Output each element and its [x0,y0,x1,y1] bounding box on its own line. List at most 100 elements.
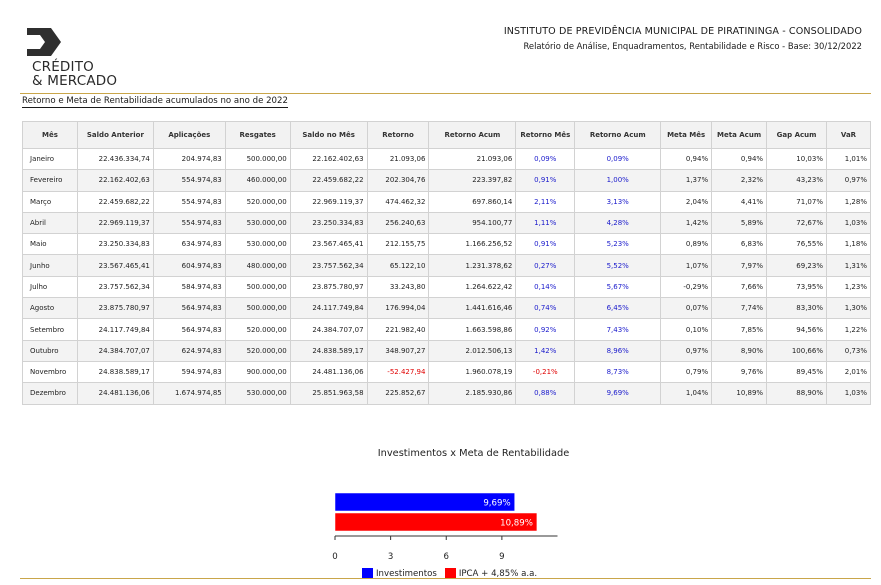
table-cell: 2,32% [711,169,768,192]
table-cell: 500.000,00 [224,297,291,320]
col-header: Gap Acum [766,121,827,149]
table-cell: 0,88% [515,382,576,405]
table-cell: 8,96% [574,339,662,362]
table-cell: 7,74% [711,297,768,320]
col-header: Retorno Acum [428,121,517,149]
table-cell: 0,97% [826,169,871,192]
table-cell: 22.162.402,63 [76,169,154,192]
col-header: Meta Mês [660,121,713,149]
table-cell: 624.974,83 [152,339,226,362]
table-cell: 88,90% [766,382,827,405]
col-header: Saldo no Mês [289,121,368,149]
table-cell: 554.974,83 [152,211,226,235]
table-cell: 1,04% [660,382,713,405]
table-cell: 22.969.119,37 [76,211,154,235]
chart-title: Investimentos x Meta de Rentabilidade [0,448,881,459]
table-cell: 1.231.378,62 [428,254,517,277]
institution-title: INSTITUTO DE PREVIDÊNCIA MUNICIPAL DE PI… [503,26,862,37]
table-cell: 5,52% [574,254,662,277]
table-cell: Janeiro [22,147,78,171]
table-cell: 25.851.963,58 [289,382,368,405]
bar-1 [334,512,538,532]
table-cell: 530.000,00 [224,211,291,235]
report-subtitle: Relatório de Análise, Enquadramentos, Re… [523,41,862,51]
table-cell: 0,74% [515,297,576,320]
table-body: Janeiro 22.436.334,74 204.974,83 500.000,00… [22,147,871,405]
table-cell: 0,97% [660,339,713,362]
table-cell: 23.567.465,41 [289,233,368,256]
table-cell: 6,83% [711,233,768,256]
table-cell: 1.674.974,85 [152,382,226,405]
col-header: Aplicações [152,121,226,149]
table-row: Junho 23.567.465,41 604.974,83 480.000,00 23… [22,254,871,277]
table-cell: Abril [22,211,78,235]
table-cell: 24.481.136,06 [76,382,154,405]
x-tick-label: 9 [499,552,504,562]
x-tick-label: 3 [388,552,393,562]
logo-mark-icon [27,28,61,56]
table-cell: 1,42% [660,211,713,235]
table-cell: 7,66% [711,275,768,299]
table-cell: 24.838.589,17 [76,360,154,384]
table-cell: 7,97% [711,254,768,277]
table-cell: 564.974,83 [152,297,226,320]
table-cell: 460.000,00 [224,169,291,192]
table-cell: 1,07% [660,254,713,277]
table-cell: 480.000,00 [224,254,291,277]
table-cell: 1,31% [826,254,871,277]
col-header: Meta Acum [711,121,768,149]
legend-swatch [362,568,373,579]
section-title: Retorno e Meta de Rentabilidade acumulad… [22,96,288,108]
table-cell: 9,69% [574,382,662,405]
footer-divider [20,578,871,579]
table-cell: 72,67% [766,211,827,235]
table-cell: 100,66% [766,339,827,362]
table-cell: 8,90% [711,339,768,362]
x-tick-label: 0 [332,552,337,562]
table-cell: 554.974,83 [152,190,226,213]
table-cell: 0,91% [515,169,576,192]
table-cell: 554.974,83 [152,169,226,192]
table-header-row: Mês Saldo Anterior Aplicações Resgates S… [22,121,871,149]
table-cell: 23.250.334,83 [289,211,368,235]
credito-mercado-logo: CRÉDITO & MERCADO [24,26,144,92]
logo-text: CRÉDITO & MERCADO [32,60,117,88]
table-row: Setembro 24.117.749,84 564.974,83 520.000,0… [22,318,871,341]
table-cell: 83,30% [766,297,827,320]
legend-item-investimentos: Investimentos [362,568,437,579]
table-row: Abril 22.969.119,37 554.974,83 530.000,00 23… [22,211,871,235]
col-header: Retorno Mês [515,121,576,149]
table-cell: 69,23% [766,254,827,277]
header-divider [20,93,871,94]
x-tick-label: 6 [444,552,449,562]
table-cell: 5,89% [711,211,768,235]
bar-label-0: 9,69% [483,499,510,509]
table-cell: 176.994,04 [366,297,430,320]
legend-label: Investimentos [376,568,437,579]
legend-item-ipca: IPCA + 4,85% a.a. [444,568,538,579]
chart-title-text: Investimentos x Meta de Rentabilidade [377,448,570,459]
table-cell: 0,09% [515,147,576,171]
table-cell: 223.397,82 [428,169,517,192]
table-cell: 24.117.749,84 [289,297,368,320]
bar-label-1: 10,89% [500,519,533,529]
legend-label: IPCA + 4,85% a.a. [458,568,538,579]
chart-legend: Investimentos IPCA + 4,85% a.a. [362,568,545,579]
col-header: Saldo Anterior [76,121,154,149]
col-header: Resgates [224,121,291,149]
table-cell: Dezembro [22,382,78,405]
table-row: Julho 23.757.562,34 584.974,83 500.000,00 23… [22,275,871,299]
table-row: Março 22.459.682,22 554.974,83 520.000,00 22… [22,190,871,213]
table-cell: 2.185.930,86 [428,382,517,405]
returns-table: Mês Saldo Anterior Aplicações Resgates S… [22,121,871,405]
table-cell: 24.384.707,07 [76,339,154,362]
logo-line1: CRÉDITO [32,59,94,75]
legend-swatch [444,568,456,579]
table-cell: Setembro [22,318,78,341]
table-cell: 348.907,27 [366,339,430,362]
table-cell: 43,23% [766,169,827,192]
table-row: Maio 23.250.334,83 634.974,83 530.000,00 23.… [22,233,871,256]
table-cell: 256.240,63 [366,211,430,235]
table-cell: Fevereiro [22,169,78,192]
